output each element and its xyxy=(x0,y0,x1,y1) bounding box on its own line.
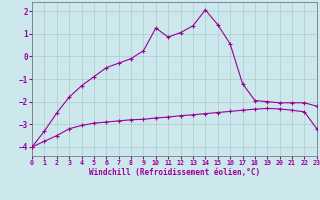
X-axis label: Windchill (Refroidissement éolien,°C): Windchill (Refroidissement éolien,°C) xyxy=(89,168,260,177)
